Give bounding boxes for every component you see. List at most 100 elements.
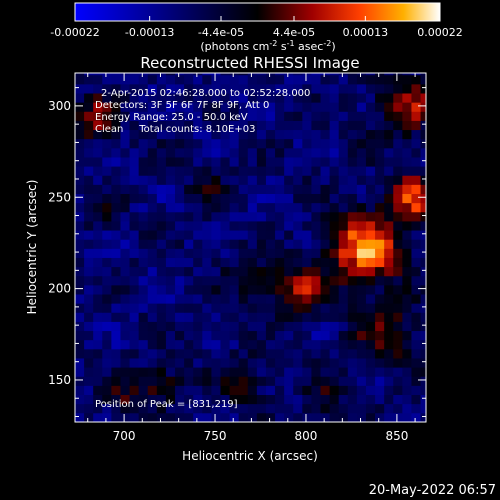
heatmap-cell [420, 111, 427, 121]
heatmap-cell [93, 102, 103, 112]
heatmap-cell [156, 193, 167, 204]
heatmap-cell [220, 248, 230, 258]
heatmap-cell [356, 111, 367, 121]
heatmap-cell [365, 211, 376, 222]
heatmap-cell [220, 358, 230, 368]
heatmap-cell [156, 348, 167, 359]
heatmap-cell [129, 175, 140, 185]
heatmap-cell [238, 202, 249, 213]
heatmap-cell [375, 367, 385, 377]
heatmap-cell [247, 73, 258, 76]
heatmap-cell [256, 385, 267, 395]
heatmap-cell [175, 202, 185, 213]
heatmap-cell [202, 303, 212, 313]
heatmap-cell [356, 211, 367, 222]
heatmap-cell [75, 312, 85, 322]
heatmap-cell [247, 166, 258, 176]
heatmap-cell [365, 102, 376, 112]
heatmap-cell [238, 147, 249, 158]
heatmap-cell [129, 221, 140, 231]
plot-date: 20-May-2022 06:57 [369, 483, 496, 498]
heatmap-cell [420, 147, 427, 158]
heatmap-cell [320, 202, 331, 213]
heatmap-cell [156, 74, 167, 85]
heatmap-cell [111, 175, 121, 185]
heatmap-cell [75, 294, 85, 304]
heatmap-cell [129, 230, 140, 240]
heatmap-cell [384, 403, 394, 414]
heatmap-cell [202, 394, 212, 405]
heatmap-cell [84, 330, 94, 341]
heatmap-cell [193, 175, 203, 185]
heatmap-cell [220, 239, 230, 249]
heatmap-cell [129, 111, 140, 121]
heatmap-cell [320, 385, 331, 395]
heatmap-cell [293, 93, 303, 103]
heatmap-cell [265, 248, 276, 258]
heatmap-cell [302, 266, 312, 277]
heatmap-cell [84, 211, 94, 222]
heatmap-cell [320, 184, 331, 194]
heatmap-cell [147, 358, 158, 368]
heatmap-cell [338, 403, 349, 414]
heatmap-cell [302, 239, 312, 249]
heatmap-cell [275, 230, 285, 240]
heatmap-cell [165, 348, 176, 359]
colorbar-tick-label: 4.4e-05 [273, 26, 315, 39]
heatmap-cell [211, 184, 221, 194]
heatmap-cell [238, 73, 249, 76]
heatmap-cell [365, 376, 376, 386]
heatmap-cell [202, 284, 212, 295]
heatmap-cell [356, 193, 367, 204]
heatmap-cell [265, 147, 276, 158]
heatmap-cell [365, 166, 376, 176]
heatmap-cell [138, 175, 149, 185]
heatmap-cell [75, 239, 85, 249]
heatmap-cell [411, 120, 421, 131]
heatmap-cell [238, 221, 249, 231]
heatmap-cell [156, 202, 167, 213]
heatmap-cell [320, 138, 331, 149]
heatmap-cell [138, 403, 149, 414]
heatmap-cell [147, 138, 158, 149]
heatmap-cell [156, 93, 167, 103]
heatmap-cell [293, 266, 303, 277]
heatmap-cell [129, 157, 140, 167]
heatmap-cell [384, 339, 394, 350]
heatmap-cell [365, 221, 376, 231]
heatmap-cell [138, 221, 149, 231]
heatmap-cell [111, 321, 121, 332]
heatmap-cell [238, 385, 249, 395]
heatmap-cell [420, 376, 427, 386]
heatmap-cell [184, 138, 194, 149]
heatmap-cell [247, 83, 258, 94]
heatmap-cell [247, 202, 258, 213]
heatmap-cell [284, 157, 294, 167]
heatmap-cell [111, 376, 121, 386]
heatmap-cell [420, 239, 427, 249]
heatmap-cell [111, 111, 121, 121]
heatmap-cell [93, 129, 103, 140]
heatmap-cell [202, 111, 212, 121]
heatmap-cell [211, 102, 221, 112]
heatmap-cell [311, 138, 321, 149]
heatmap-cell [320, 275, 331, 286]
heatmap-cell [347, 73, 358, 76]
heatmap-cell [238, 166, 249, 176]
heatmap-cell [193, 193, 203, 204]
heatmap-cell [393, 157, 403, 167]
heatmap-cell [247, 138, 258, 149]
heatmap-cell [238, 275, 249, 286]
heatmap-cell [393, 202, 403, 213]
heatmap-cell [320, 367, 331, 377]
heatmap-cell [138, 166, 149, 176]
heatmap-cell [338, 394, 349, 405]
heatmap-cell [256, 138, 267, 149]
heatmap-cell [256, 348, 267, 359]
heatmap-cell [384, 221, 394, 231]
heatmap-cell [211, 93, 221, 103]
heatmap-cell [284, 175, 294, 185]
heatmap-cell [402, 294, 412, 304]
heatmap-cell [193, 157, 203, 167]
heatmap-cell [156, 138, 167, 149]
